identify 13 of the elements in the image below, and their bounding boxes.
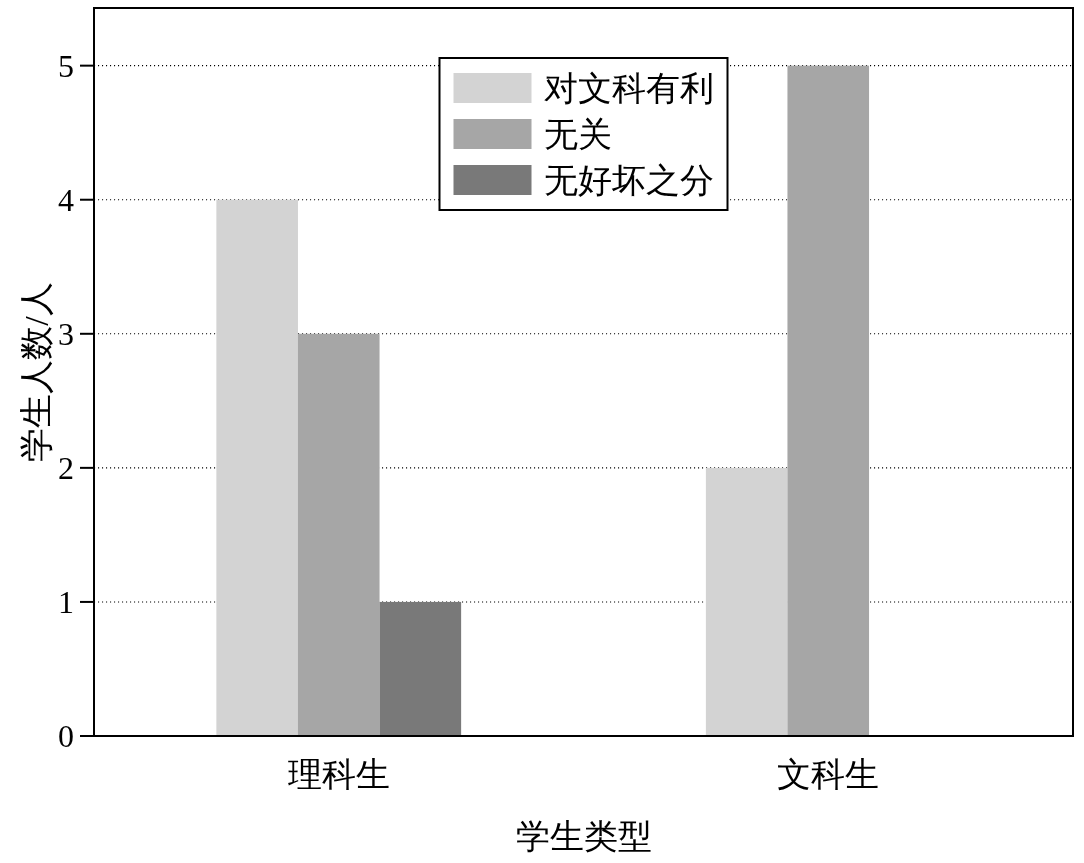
x-tick-label: 文科生 bbox=[777, 755, 880, 793]
y-tick-label: 0 bbox=[58, 718, 74, 754]
x-tick-label: 理科生 bbox=[287, 755, 390, 793]
y-tick-label: 1 bbox=[58, 583, 74, 620]
legend-label: 无好坏之分 bbox=[543, 161, 714, 199]
y-axis-title: 学生人数/人 bbox=[17, 282, 55, 462]
y-tick-label: 4 bbox=[58, 181, 74, 218]
y-tick-label: 3 bbox=[58, 315, 74, 352]
y-tick-label: 2 bbox=[58, 449, 74, 486]
legend-label: 无关 bbox=[543, 115, 612, 153]
y-tick-label: 5 bbox=[58, 47, 74, 84]
legend-label: 对文科有利 bbox=[543, 69, 714, 107]
x-axis-title: 学生类型 bbox=[515, 817, 652, 855]
